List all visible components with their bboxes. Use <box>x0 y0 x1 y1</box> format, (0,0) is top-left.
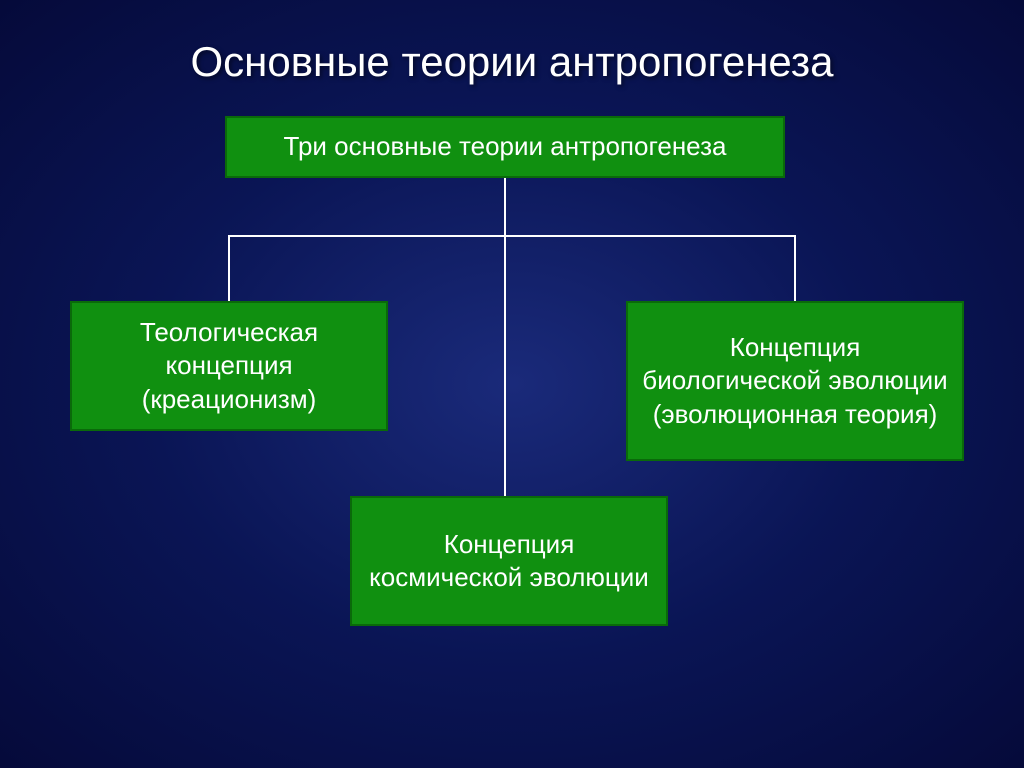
edge-root-left <box>229 178 505 301</box>
node-left-label: Теологическая концепция (креационизм) <box>86 316 372 416</box>
edge-root-right <box>505 178 795 301</box>
node-left: Теологическая концепция (креационизм) <box>70 301 388 431</box>
node-root-label: Три основные теории антропогенеза <box>284 130 727 163</box>
slide-title: Основные теории антропогенеза <box>0 0 1024 116</box>
diagram-container: Три основные теории антропогенеза Теолог… <box>0 116 1024 716</box>
node-bottom: Концепция космической эволюции <box>350 496 668 626</box>
node-right: Концепция биологической эволюции (эволюц… <box>626 301 964 461</box>
node-bottom-label: Концепция космической эволюции <box>366 528 652 595</box>
node-root: Три основные теории антропогенеза <box>225 116 785 178</box>
node-right-label: Концепция биологической эволюции (эволюц… <box>642 331 948 431</box>
